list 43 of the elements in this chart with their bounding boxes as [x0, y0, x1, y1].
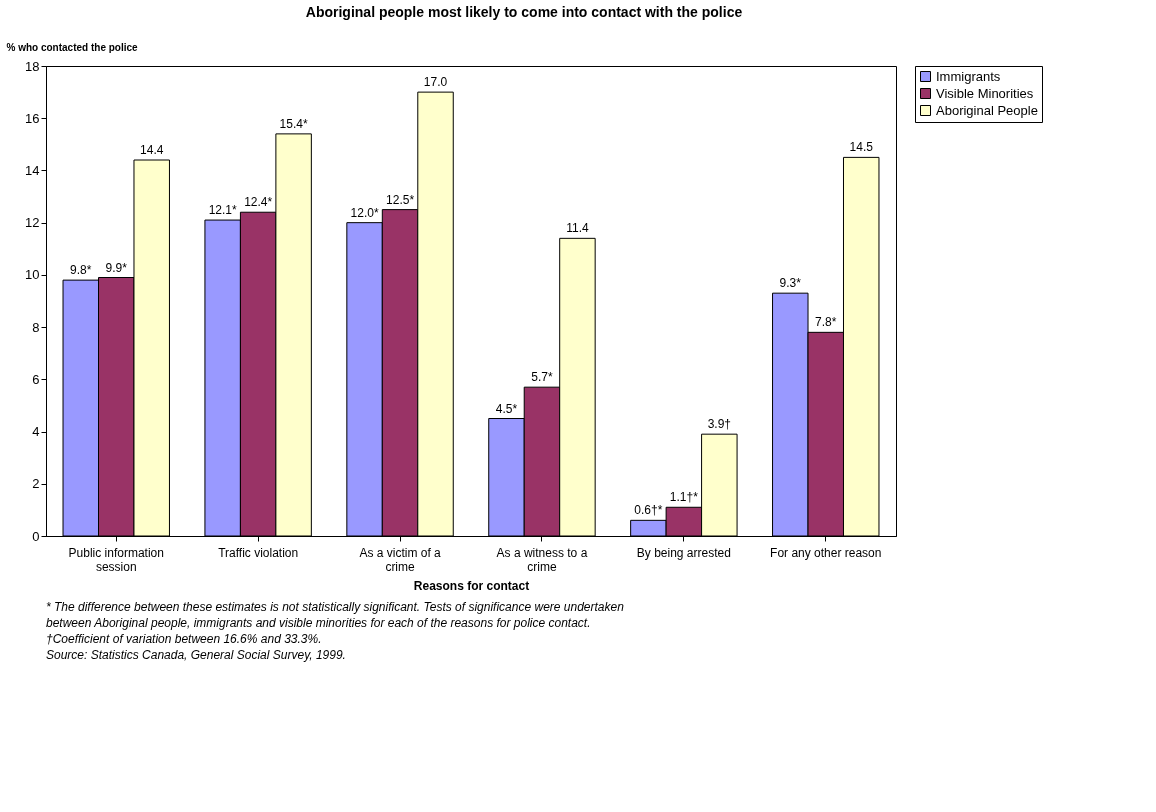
legend-label: Visible Minorities	[936, 85, 1034, 101]
y-tick-label: 8	[32, 319, 40, 335]
data-label: 15.4*	[279, 116, 308, 131]
y-axis-title: % who contacted the police	[6, 41, 139, 53]
x-tick-label: For any other reason	[770, 545, 882, 560]
source-note: Source: Statistics Canada, General Social Survey, 1999.	[46, 648, 346, 662]
y-tick-label: 4	[32, 424, 40, 440]
data-label: 12.5*	[386, 192, 415, 207]
data-label: 11.4	[566, 221, 589, 236]
data-label: 12.4*	[244, 195, 273, 210]
data-label: 7.8*	[815, 315, 837, 330]
y-tick-label: 2	[32, 476, 40, 492]
data-label: 14.5	[849, 140, 874, 155]
data-label: 12.0*	[350, 205, 379, 220]
data-label: 17.0	[423, 75, 448, 90]
data-label: 9.9*	[105, 260, 128, 275]
data-label: 12.1*	[208, 203, 238, 218]
x-tick-label: Public information session	[68, 545, 164, 574]
data-label: 9.8*	[70, 263, 92, 278]
x-tick-label: Traffic violation	[218, 545, 299, 560]
x-tick-label: As a victim of a crime	[359, 545, 442, 574]
data-label: 4.5*	[495, 401, 518, 416]
data-label: 5.7*	[531, 370, 553, 385]
data-label: 1.1†*	[669, 490, 699, 505]
data-label: 14.4	[140, 143, 164, 157]
data-label: 9.3*	[779, 276, 802, 291]
y-tick-label: 0	[32, 528, 40, 544]
y-tick-label: 18	[25, 58, 40, 74]
y-tick-label: 10	[25, 267, 40, 283]
legend-label: Aboriginal People	[936, 102, 1038, 118]
x-tick-label: By being arrested	[636, 545, 731, 560]
y-tick-label: 6	[32, 371, 40, 387]
text: †Coefficient of variation between 16.6% and 33.3%.	[46, 632, 322, 646]
x-tick-label: As a witness to a crime	[496, 545, 588, 574]
y-tick-label: 12	[25, 215, 40, 231]
data-label: 3.9†	[707, 417, 732, 432]
chart-title: Aboriginal people most likely to come into contact with the police	[305, 3, 743, 20]
y-tick-label: 14	[25, 162, 40, 178]
data-label: 0.6†*	[634, 503, 663, 518]
text: * The difference between these estimates is not statistically significant. Tests of significance were undertaken between Aboriginal people, immigrants and visible minorities for each of the reasons for police contact.	[46, 600, 625, 630]
y-tick-label: 16	[25, 110, 40, 126]
legend-label: Immigrants	[936, 68, 1001, 84]
x-axis-title: Reasons for contact	[413, 578, 530, 593]
